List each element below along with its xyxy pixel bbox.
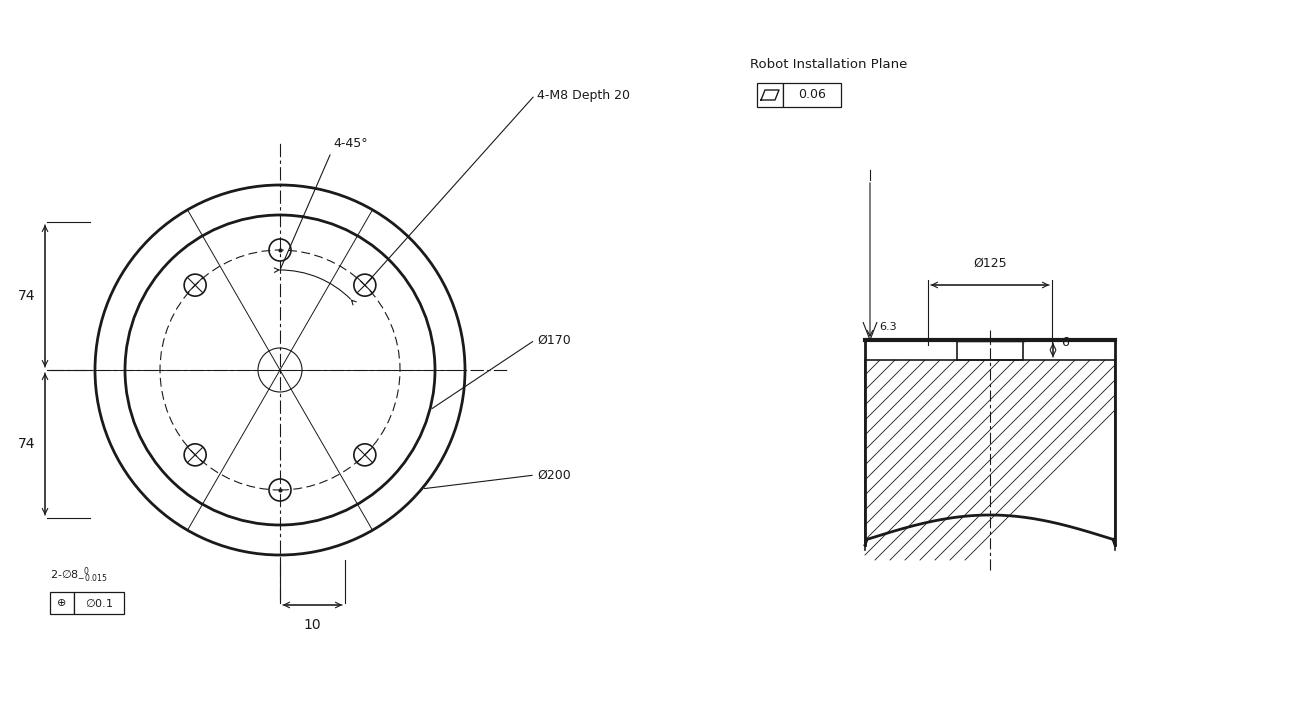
FancyBboxPatch shape [783,83,841,107]
Text: 2-$\varnothing$8$^{\ \ 0}_{-0.015}$: 2-$\varnothing$8$^{\ \ 0}_{-0.015}$ [50,565,108,585]
Text: 74: 74 [18,437,35,451]
Text: Ø170: Ø170 [537,334,571,347]
Text: Robot Installation Plane: Robot Installation Plane [750,58,908,71]
Text: 0.06: 0.06 [798,88,827,101]
Text: ⊕: ⊕ [58,598,67,608]
Text: Ø200: Ø200 [537,468,571,481]
FancyBboxPatch shape [757,83,783,107]
Text: 74: 74 [18,289,35,303]
Text: 6: 6 [1061,336,1069,349]
Text: $\varnothing$0.1: $\varnothing$0.1 [85,597,113,609]
FancyBboxPatch shape [73,592,125,614]
Text: 6.3: 6.3 [879,322,896,332]
Text: 10: 10 [303,618,321,632]
Text: 4-M8 Depth 20: 4-M8 Depth 20 [537,88,630,101]
Text: 4-45°: 4-45° [333,137,367,150]
FancyBboxPatch shape [50,592,73,614]
Text: Ø125: Ø125 [974,257,1006,270]
